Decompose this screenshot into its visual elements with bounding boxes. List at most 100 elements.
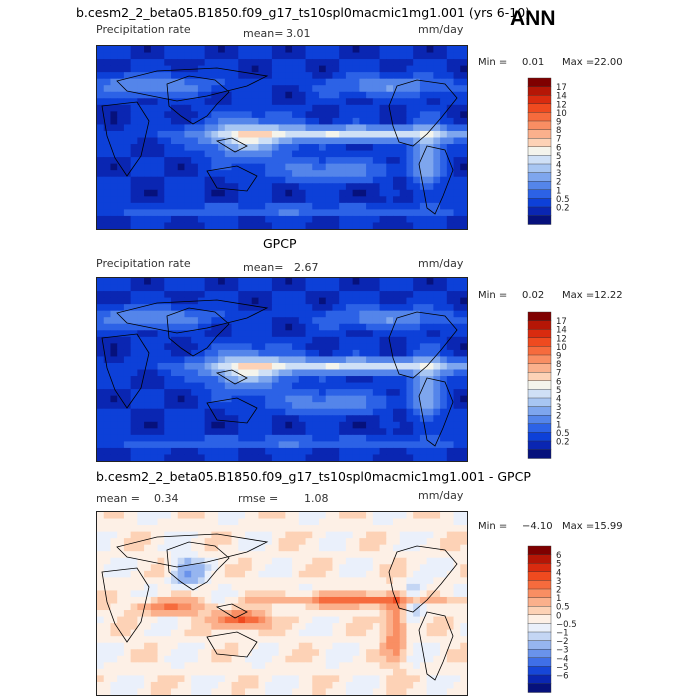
map-cell	[231, 209, 239, 217]
map-cell	[446, 668, 455, 676]
map-cell	[372, 428, 381, 436]
map-cell	[271, 310, 280, 318]
map-cell	[271, 150, 280, 158]
map-cell	[305, 636, 313, 644]
map-cell	[97, 538, 105, 546]
map-cell	[393, 65, 401, 73]
map-cell	[123, 202, 132, 210]
map-cell	[231, 688, 239, 695]
map-cell	[258, 564, 266, 572]
map-cell	[97, 564, 105, 572]
map-cell	[150, 52, 159, 60]
map-cell	[345, 310, 354, 318]
map-cell	[110, 124, 118, 132]
map-cell	[332, 389, 340, 397]
map-cell	[130, 538, 138, 546]
map-cell	[285, 434, 293, 442]
map-cell	[271, 278, 280, 286]
map-cell	[345, 85, 354, 93]
map-cell	[117, 557, 125, 565]
map-cell	[137, 291, 145, 299]
map-cell	[271, 389, 280, 397]
map-cell	[110, 157, 118, 165]
map-cell	[285, 583, 293, 591]
map-cell	[446, 343, 455, 351]
map-cell	[211, 170, 219, 178]
map-cell	[231, 98, 239, 106]
map-cell	[446, 85, 455, 93]
colorbar-tick-label: 7	[556, 135, 561, 145]
map-cell	[393, 196, 401, 204]
map-cell	[433, 202, 441, 210]
map-cell	[285, 215, 293, 223]
map-cell	[271, 78, 280, 86]
map-cell	[150, 137, 159, 145]
map-cell	[298, 402, 307, 410]
map-cell	[130, 336, 138, 344]
map-cell	[393, 222, 401, 229]
map-cell	[312, 525, 320, 533]
map-cell	[177, 623, 185, 631]
map-cell	[305, 596, 313, 604]
map-cell	[372, 681, 381, 689]
map-cell	[419, 46, 428, 54]
map-cell	[345, 170, 354, 178]
map-cell	[204, 330, 212, 338]
map-cell	[204, 421, 212, 429]
map-cell	[164, 291, 172, 299]
map-cell	[137, 157, 145, 165]
map-cell	[325, 284, 333, 292]
map-cell	[231, 124, 239, 132]
map-cell	[197, 343, 206, 351]
map-cell	[406, 111, 414, 119]
map-cell	[453, 137, 461, 145]
map-cell	[97, 117, 105, 125]
map-cell	[204, 447, 212, 455]
map-cell	[150, 183, 159, 191]
map-cell	[157, 642, 165, 650]
map-cell	[325, 603, 333, 611]
map-cell	[258, 91, 266, 99]
map-cell	[393, 304, 401, 312]
map-cell	[359, 362, 367, 370]
map-cell	[406, 91, 414, 99]
map-cell	[406, 570, 414, 578]
map-cell	[177, 46, 185, 54]
map-cell	[325, 52, 333, 60]
map-cell	[211, 284, 219, 292]
map-cell	[164, 52, 172, 60]
map-cell	[446, 323, 455, 331]
map-cell	[218, 196, 226, 204]
map-cell	[446, 518, 455, 526]
map-cell	[245, 150, 253, 158]
map-cell	[191, 447, 199, 455]
map-cell	[110, 662, 118, 670]
map-cell	[137, 596, 145, 604]
map-cell	[245, 297, 253, 305]
map-cell	[319, 447, 327, 455]
map-cell	[379, 104, 387, 112]
map-cell	[312, 395, 320, 403]
map-cell	[110, 278, 118, 286]
map-cell	[258, 668, 266, 676]
map-cell	[298, 130, 307, 138]
map-cell	[332, 544, 340, 552]
map-cell	[298, 688, 307, 695]
map-cell	[379, 642, 387, 650]
map-cell	[413, 222, 421, 229]
map-cell	[204, 681, 212, 689]
map-cell	[197, 642, 206, 650]
map-cell	[325, 525, 333, 533]
map-cell	[426, 649, 434, 657]
map-cell	[204, 596, 212, 604]
map-cell	[319, 209, 327, 217]
map-cell	[292, 336, 300, 344]
map-cell	[211, 447, 219, 455]
map-cell	[345, 382, 354, 390]
map-cell	[218, 681, 226, 689]
map-cell	[399, 130, 407, 138]
map-cell	[393, 434, 401, 442]
map-cell	[211, 163, 219, 171]
map-cell	[359, 65, 367, 73]
map-cell	[359, 408, 367, 416]
